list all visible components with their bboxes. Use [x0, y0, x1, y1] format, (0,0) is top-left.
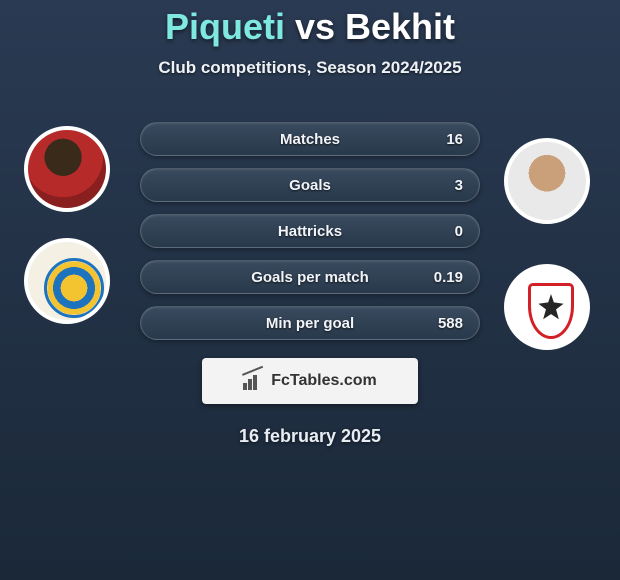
club-badge-icon	[528, 283, 574, 339]
vs-text: vs	[285, 6, 345, 47]
brand-text: FcTables.com	[271, 372, 377, 390]
stat-row: Goals per match 0.19	[140, 260, 480, 294]
player1-club-badge	[24, 238, 110, 324]
stat-row: Goals 3	[140, 168, 480, 202]
title: Piqueti vs Bekhit	[0, 6, 620, 48]
player2-avatar	[504, 138, 590, 224]
player2-name: Bekhit	[345, 6, 455, 47]
stat-rows: Matches 16 Goals 3 Hattricks 0 Goals per…	[140, 122, 480, 352]
stat-row: Min per goal 588	[140, 306, 480, 340]
subtitle: Club competitions, Season 2024/2025	[0, 58, 620, 78]
stat-row: Hattricks 0	[140, 214, 480, 248]
comparison-card: Piqueti vs Bekhit Club competitions, Sea…	[0, 0, 620, 447]
stat-label: Matches	[141, 123, 479, 157]
stats-area: Matches 16 Goals 3 Hattricks 0 Goals per…	[0, 108, 620, 338]
stat-right-value: 588	[438, 307, 463, 341]
chart-icon	[243, 372, 265, 390]
club-badge-icon	[44, 258, 104, 318]
stat-right-value: 0	[455, 215, 463, 249]
player1-avatar	[24, 126, 110, 212]
stat-row: Matches 16	[140, 122, 480, 156]
brand-badge: FcTables.com	[202, 358, 418, 404]
stat-label: Goals	[141, 169, 479, 203]
stat-right-value: 16	[446, 123, 463, 157]
stat-label: Goals per match	[141, 261, 479, 295]
stat-label: Min per goal	[141, 307, 479, 341]
stat-right-value: 3	[455, 169, 463, 203]
stat-right-value: 0.19	[434, 261, 463, 295]
player2-club-badge	[504, 264, 590, 350]
date-text: 16 february 2025	[0, 426, 620, 447]
player1-name: Piqueti	[165, 6, 285, 47]
stat-label: Hattricks	[141, 215, 479, 249]
